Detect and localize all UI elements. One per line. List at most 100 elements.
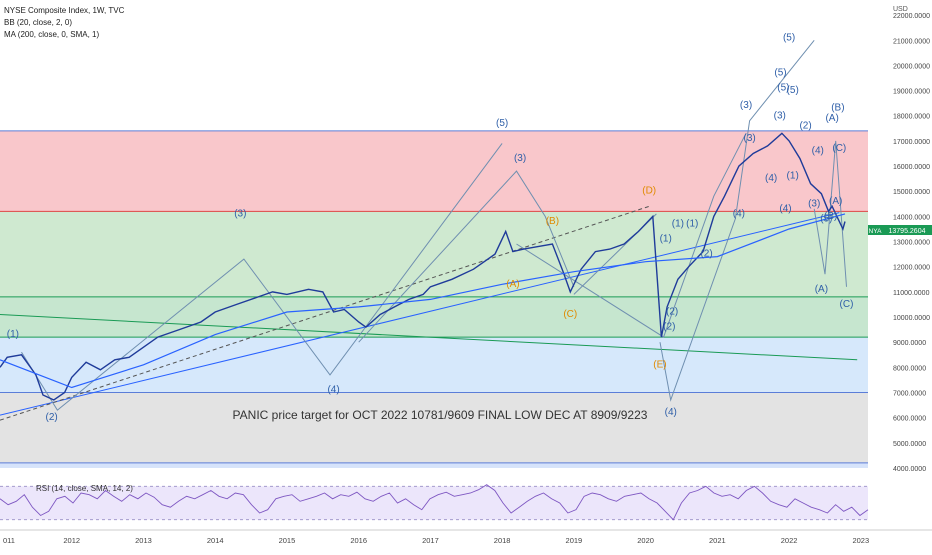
wave-label-17: (2) bbox=[700, 249, 712, 260]
y-tick-label-12: 16000.0000 bbox=[893, 164, 930, 171]
wave-label-13: (1) bbox=[672, 218, 684, 229]
rsi-band bbox=[0, 486, 868, 520]
trendline-2 bbox=[0, 205, 650, 421]
trendline-3 bbox=[21, 143, 503, 411]
y-tick-label-13: 17000.0000 bbox=[893, 139, 930, 146]
wave-labels: (1)(2)(3)(4)(5)(3)(B)(A)(C)(D)(E)(4)(1)(… bbox=[7, 32, 854, 423]
trendline-0 bbox=[0, 314, 858, 361]
zone-4 bbox=[0, 392, 868, 463]
y-tick-label-16: 20000.0000 bbox=[893, 63, 930, 70]
x-tick-label-3: 2014 bbox=[207, 536, 224, 545]
wave-label-12: (1) bbox=[660, 234, 672, 245]
legend-ma: MA (200, close, 0, SMA, 1) bbox=[4, 30, 99, 39]
wave-label-32: (B) bbox=[831, 103, 844, 114]
wave-label-9: (D) bbox=[642, 186, 656, 197]
currency-label: USD bbox=[893, 6, 908, 13]
wave-label-8: (C) bbox=[563, 309, 577, 320]
wave-label-7: (A) bbox=[506, 279, 519, 290]
wave-label-14: (1) bbox=[686, 218, 698, 229]
trendline-5 bbox=[659, 39, 815, 402]
legend-symbol: NYSE Composite Index, 1W, TVC bbox=[4, 6, 125, 15]
y-tick-label-15: 19000.0000 bbox=[893, 89, 930, 96]
wave-label-11: (4) bbox=[665, 407, 677, 418]
y-tick-label-7: 11000.0000 bbox=[893, 290, 930, 297]
x-tick-label-10: 2021 bbox=[709, 536, 726, 545]
panic-target-annotation: PANIC price target for OCT 2022 10781/96… bbox=[233, 408, 648, 422]
wave-label-26: (5) bbox=[787, 85, 799, 96]
wave-label-22: (4) bbox=[779, 203, 791, 214]
wave-label-24: (5) bbox=[774, 67, 786, 78]
x-tick-label-8: 2019 bbox=[566, 536, 583, 545]
y-tick-label-18: 22000.0000 bbox=[893, 13, 930, 20]
wave-label-28: (2) bbox=[799, 120, 811, 131]
y-tick-label-5: 9000.0000 bbox=[893, 340, 926, 347]
wave-label-4: (5) bbox=[496, 118, 508, 129]
wave-label-39: (C) bbox=[840, 299, 854, 310]
y-tick-label-0: 4000.0000 bbox=[893, 466, 926, 473]
zone-5 bbox=[0, 462, 868, 468]
y-tick-label-10: 14000.0000 bbox=[893, 214, 930, 221]
y-tick-label-17: 21000.0000 bbox=[893, 38, 930, 45]
time-axis: 011 2012 2013 2014 2015 2016 2017 2018 2019 2020 2… bbox=[0, 529, 932, 545]
last-price-symbol: NYA bbox=[869, 228, 883, 235]
rsi-line bbox=[0, 484, 869, 521]
wave-label-15: (2) bbox=[666, 306, 678, 317]
y-tick-label-1: 5000.0000 bbox=[893, 441, 926, 448]
price-axis-background bbox=[882, 0, 932, 530]
wave-label-31: (A) bbox=[825, 113, 838, 124]
wave-label-6: (B) bbox=[546, 216, 559, 227]
x-tick-label-6: 2017 bbox=[422, 536, 439, 545]
y-tick-label-6: 10000.0000 bbox=[893, 315, 930, 322]
series-line-1 bbox=[0, 213, 846, 389]
trendlines bbox=[0, 39, 858, 421]
wave-label-5: (3) bbox=[514, 153, 526, 164]
wave-label-2: (3) bbox=[234, 208, 246, 219]
wave-label-10: (E) bbox=[653, 359, 666, 370]
wave-label-27: (3) bbox=[774, 110, 786, 121]
wave-label-0: (1) bbox=[7, 329, 19, 340]
wave-label-25: (5) bbox=[777, 83, 789, 94]
last-price-value: 13795.2604 bbox=[889, 228, 926, 235]
legend: NYSE Composite Index, 1W, TVC BB (20, cl… bbox=[4, 6, 125, 39]
price-axis: 4000.0000 5000.0000 6000.0000 7000.0000 8000… bbox=[882, 0, 932, 530]
x-tick-label-2: 2013 bbox=[135, 536, 152, 545]
wave-label-33: (C) bbox=[832, 143, 846, 154]
y-tick-label-2: 6000.0000 bbox=[893, 416, 926, 423]
x-tick-label-9: 2020 bbox=[637, 536, 654, 545]
y-tick-label-11: 15000.0000 bbox=[893, 189, 930, 196]
rsi-legend: RSI (14, close, SMA, 14, 2) bbox=[36, 484, 133, 493]
x-tick-label-0: 011 bbox=[3, 536, 15, 545]
wave-label-30: (4) bbox=[812, 145, 824, 156]
x-tick-label-4: 2015 bbox=[279, 536, 296, 545]
y-tick-label-9: 13000.0000 bbox=[893, 240, 930, 247]
wave-label-23: (5) bbox=[783, 32, 795, 43]
y-tick-label-8: 12000.0000 bbox=[893, 265, 930, 272]
wave-label-18: (3) bbox=[740, 100, 752, 111]
series-line-0 bbox=[0, 132, 846, 401]
x-tick-label-11: 2022 bbox=[781, 536, 798, 545]
legend-bb: BB (20, close, 2, 0) bbox=[4, 18, 72, 27]
x-tick-label-1: 2012 bbox=[63, 536, 80, 545]
y-tick-label-3: 7000.0000 bbox=[893, 390, 926, 397]
y-tick-label-14: 18000.0000 bbox=[893, 114, 930, 121]
wave-label-36: (B) bbox=[824, 211, 837, 222]
y-tick-label-4: 8000.0000 bbox=[893, 365, 926, 372]
x-tick-label-12: 2023 bbox=[852, 536, 869, 545]
wave-label-20: (4) bbox=[733, 208, 745, 219]
wave-label-1: (2) bbox=[46, 412, 58, 423]
zone-2 bbox=[0, 296, 868, 338]
wave-label-37: (A) bbox=[829, 196, 842, 207]
wave-label-34: (3) bbox=[808, 198, 820, 209]
wave-label-38: (A) bbox=[815, 284, 828, 295]
wave-label-29: (1) bbox=[787, 171, 799, 182]
wave-label-35: (5) bbox=[820, 213, 832, 224]
wave-label-16: (2) bbox=[663, 322, 675, 333]
rsi-panel: 60.0040.00 bbox=[0, 478, 911, 528]
last-price-marker: NYA 13795.2604 bbox=[868, 225, 932, 235]
wave-label-19: (3) bbox=[744, 133, 756, 144]
wave-label-21: (4) bbox=[765, 173, 777, 184]
trendline-1 bbox=[0, 212, 840, 416]
wave-label-3: (4) bbox=[327, 384, 339, 395]
